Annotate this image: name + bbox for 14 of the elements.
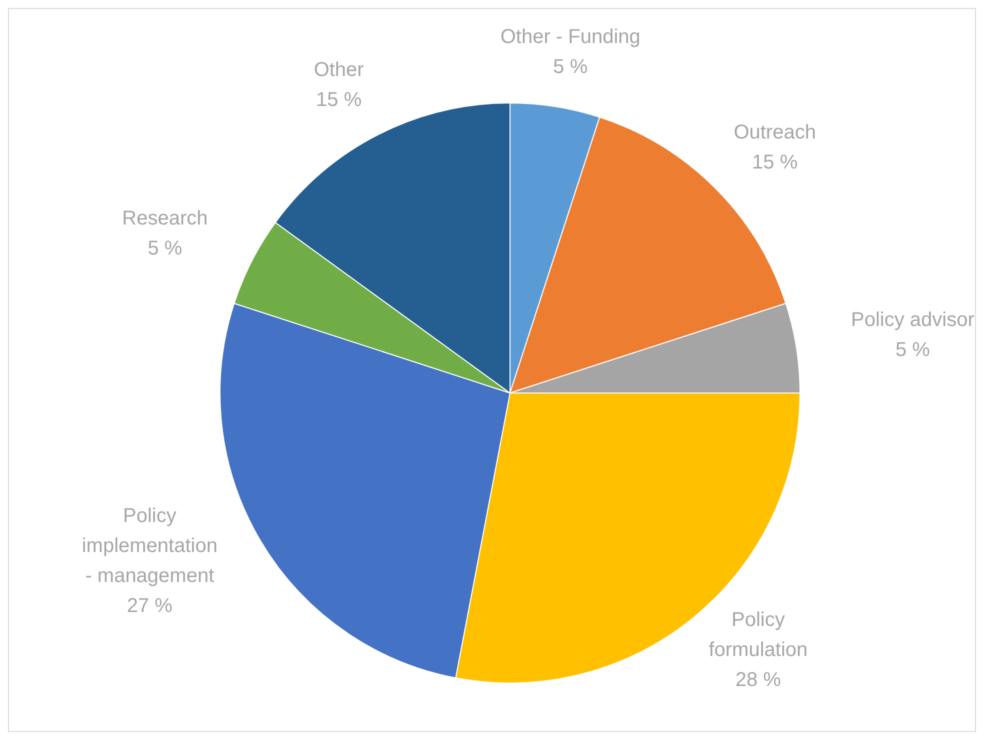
slice-label: Other bbox=[314, 59, 364, 82]
slice-label: Outreach bbox=[734, 122, 816, 144]
slice-label: Research bbox=[122, 208, 208, 230]
slice-label: Other - Funding bbox=[500, 26, 640, 48]
data-label: 5 % bbox=[148, 238, 182, 260]
data-label: 5 % bbox=[553, 56, 588, 78]
data-label: 15 % bbox=[316, 89, 362, 112]
data-label: 28 % bbox=[735, 668, 782, 691]
data-label: 15 % bbox=[752, 152, 798, 174]
slice-label: Policy formulation bbox=[708, 608, 808, 661]
data-label: 5 % bbox=[895, 338, 930, 361]
slice-label: Policy advisor bbox=[851, 308, 975, 331]
slice-label: Policy implementation - management bbox=[82, 505, 218, 588]
data-label: 27 % bbox=[126, 595, 173, 618]
